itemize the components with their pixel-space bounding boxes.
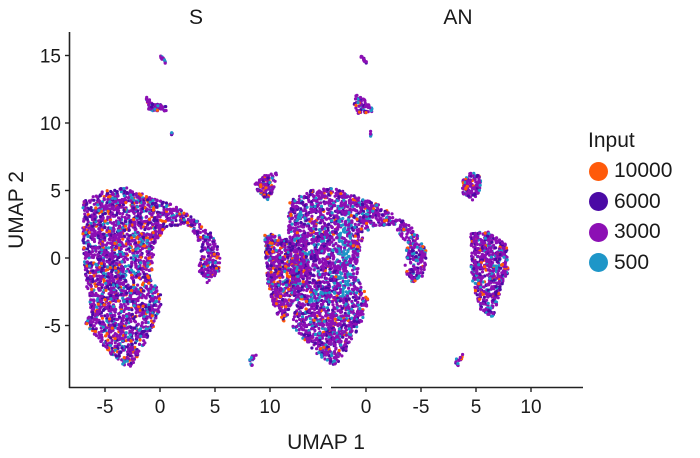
legend-label: 500 xyxy=(614,250,650,274)
x-axis-title: UMAP 1 xyxy=(287,431,365,454)
x-tick-label: -5 xyxy=(97,397,114,418)
facet-label-s: S xyxy=(189,6,203,29)
y-tick-label: 0 xyxy=(50,249,61,270)
legend-item-10000: 10000 xyxy=(586,156,672,187)
legend: Input 10000 6000 3000 500 xyxy=(586,129,672,278)
legend-item-6000: 6000 xyxy=(586,187,672,218)
legend-item-500: 500 xyxy=(586,248,672,279)
y-tick-label: 10 xyxy=(40,114,61,135)
panel-s-axes: 15 10 5 0 -5 -5 0 5 10 xyxy=(40,32,322,418)
legend-dot-icon xyxy=(589,192,608,212)
x-tick-label: 5 xyxy=(471,397,482,418)
x-tick-label: -5 xyxy=(413,397,430,418)
panel-s-points xyxy=(81,54,309,368)
y-tick-label: -5 xyxy=(44,317,61,338)
y-tick-label: 5 xyxy=(50,182,61,203)
panel-an-axes: 0 -5 5 10 xyxy=(331,386,583,418)
legend-dot-icon xyxy=(589,253,608,273)
panel-an-points xyxy=(286,54,510,368)
legend-dot-icon xyxy=(589,161,608,181)
legend-label: 3000 xyxy=(614,220,661,244)
facet-label-an: AN xyxy=(443,6,472,29)
legend-title: Input xyxy=(588,129,635,152)
x-tick-label: 0 xyxy=(361,397,372,418)
legend-item-3000: 3000 xyxy=(586,217,672,248)
x-tick-label: 10 xyxy=(259,397,280,418)
y-tick-label: 15 xyxy=(40,47,61,68)
y-axis-title: UMAP 2 xyxy=(5,171,28,249)
legend-label: 10000 xyxy=(614,159,673,183)
x-tick-label: 5 xyxy=(210,397,221,418)
legend-dot-icon xyxy=(589,222,608,242)
x-tick-label: 10 xyxy=(520,397,541,418)
legend-label: 6000 xyxy=(614,189,661,213)
x-tick-label: 0 xyxy=(155,397,166,418)
